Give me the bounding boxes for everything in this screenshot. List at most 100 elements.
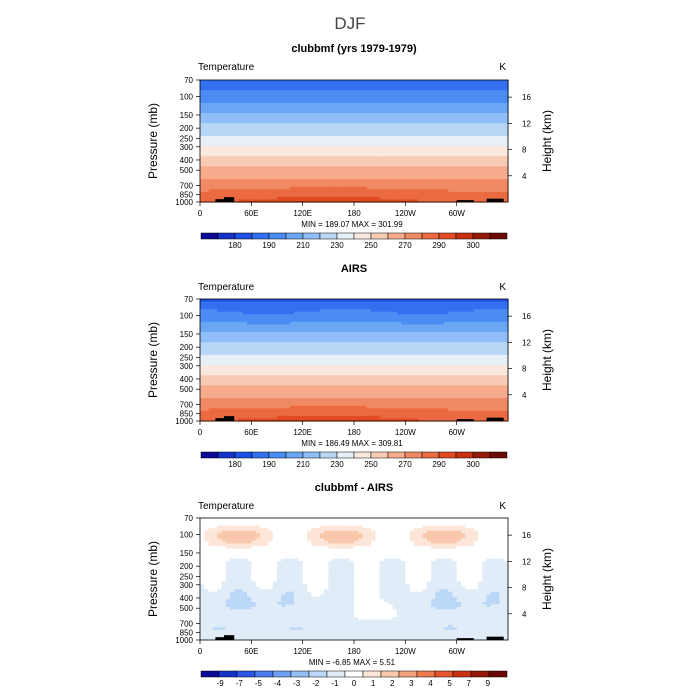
contour-cell [255, 141, 261, 145]
contour-cell [495, 316, 501, 320]
contour-cell [452, 324, 458, 328]
contour-cell [311, 329, 317, 333]
contour-cell [229, 156, 235, 160]
contour-cell [255, 100, 261, 104]
contour-cell [204, 143, 210, 147]
contour-cell [294, 143, 299, 147]
contour-cell [289, 82, 295, 86]
contour-cell [482, 110, 488, 114]
contour-cell [435, 311, 441, 315]
contour-cell [332, 123, 338, 127]
contour-cell [311, 166, 317, 170]
contour-cell [217, 110, 222, 114]
contour-cell [319, 100, 325, 104]
contour-cell [217, 184, 222, 188]
contour-cell [460, 306, 466, 310]
contour-cell [217, 347, 222, 351]
contour-cell [298, 334, 304, 338]
contour-cell [234, 337, 240, 341]
contour-cell [336, 87, 342, 91]
contour-cell [495, 334, 501, 338]
contour-cell [229, 334, 235, 338]
contour-cell [392, 309, 398, 313]
topography-block [456, 200, 474, 202]
contour-cell [345, 118, 351, 122]
contour-cell [259, 161, 265, 165]
contour-cell [272, 158, 278, 162]
contour-cell [225, 301, 231, 305]
contour-cell [212, 118, 218, 122]
contour-cell [306, 110, 312, 114]
contour-cell [298, 299, 304, 303]
contour-cell [465, 151, 471, 155]
contour-cell [401, 337, 406, 341]
contour-cell [366, 196, 372, 201]
contour-cell [225, 158, 231, 162]
contour-cell [259, 319, 265, 323]
contour-cell [225, 156, 231, 160]
contour-cell [456, 189, 462, 193]
contour-cell [319, 151, 325, 155]
contour-cell [242, 186, 248, 190]
contour-cell [277, 299, 282, 303]
contour-cell [478, 148, 483, 152]
contour-cell [311, 92, 317, 96]
contour-cell [418, 125, 424, 129]
contour-cell [289, 123, 295, 127]
contour-cell [234, 163, 240, 168]
contour-cell [379, 199, 385, 203]
contour-cell [268, 153, 274, 157]
contour-cell [482, 186, 488, 190]
contour-cell [383, 299, 389, 303]
contour-cell [217, 176, 222, 180]
contour-cell [268, 329, 274, 333]
contour-cell [473, 128, 479, 132]
contour-cell [371, 181, 376, 185]
contour-cell [255, 344, 261, 348]
contour-cell [473, 135, 479, 140]
contour-cell [405, 163, 411, 168]
contour-cell [443, 151, 449, 155]
contour-cell [285, 85, 291, 89]
contour-cell [366, 347, 372, 351]
contour-cell [264, 347, 270, 351]
contour-cell [413, 143, 419, 147]
contour-cell [452, 186, 458, 190]
contour-cell [431, 334, 436, 338]
contour-cell [469, 100, 475, 104]
contour-cell [486, 148, 492, 152]
contour-cell [375, 191, 381, 195]
contour-cell [200, 349, 205, 353]
contour-cell [490, 314, 496, 318]
contour-cell [341, 163, 347, 168]
contour-cell [272, 342, 278, 346]
contour-cell [319, 153, 325, 157]
contour-cell [435, 128, 441, 132]
contour-cell [221, 344, 227, 348]
contour-cell [362, 166, 368, 170]
contour-cell [439, 95, 445, 99]
contour-cell [478, 100, 483, 104]
contour-cell [349, 301, 355, 305]
contour-cell [448, 194, 453, 198]
contour-cell [324, 166, 329, 170]
contour-cell [328, 153, 334, 157]
contour-cell [324, 306, 329, 310]
contour-cell [499, 141, 505, 145]
contour-cell [264, 196, 270, 201]
contour-cell [345, 95, 351, 99]
contour-cell [413, 299, 419, 303]
contour-cell [486, 334, 492, 338]
contour-cell [396, 141, 402, 145]
contour-cell [448, 143, 453, 147]
contour-cell [383, 306, 389, 310]
contour-cell [332, 130, 338, 134]
contour-cell [212, 161, 218, 165]
contour-cell [277, 80, 282, 84]
contour-cell [251, 105, 257, 109]
contour-cell [277, 324, 282, 328]
contour-cell [473, 321, 479, 326]
contour-cell [358, 196, 364, 201]
contour-cell [277, 163, 282, 168]
contour-cell [217, 138, 222, 142]
